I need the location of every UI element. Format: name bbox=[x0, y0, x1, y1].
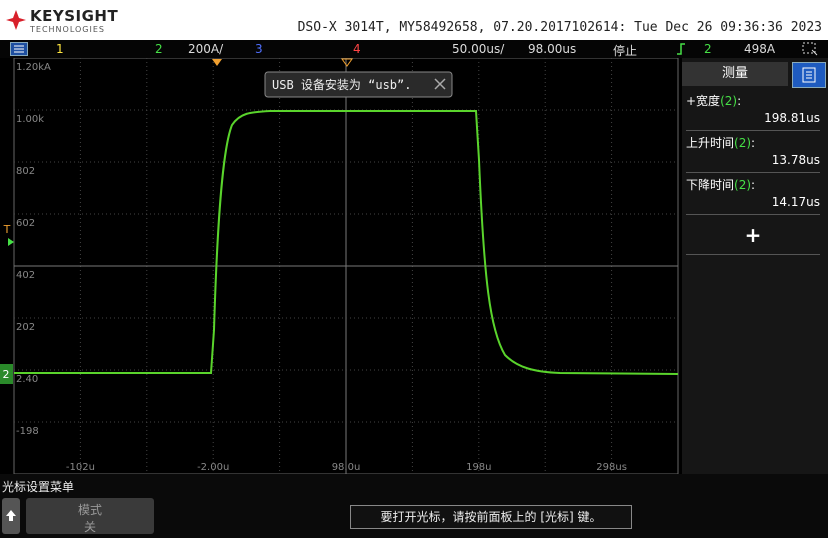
measurement-row: 下降时间(2): 14.17us bbox=[686, 174, 820, 215]
measurement-value: 14.17us bbox=[771, 195, 820, 209]
y-axis-label: 1.20kA bbox=[16, 62, 51, 73]
x-axis-label: -102u bbox=[66, 462, 95, 473]
softkey-bar: 光标设置菜单 模式 关 要打开光标，请按前面板上的 [光标] 键。 bbox=[0, 474, 828, 538]
x-axis-label: -2.00u bbox=[197, 462, 229, 473]
run-state: 停止 bbox=[613, 44, 638, 58]
popup-text: USB 设备安装为 “usb”. bbox=[272, 77, 411, 92]
measurement-value: 198.81us bbox=[764, 111, 820, 125]
measurement-name: 上升时间 bbox=[686, 136, 735, 150]
trigger-level-arrow bbox=[8, 238, 14, 246]
instrument-info: DSO-X 3014T, MY58492658, 07.20.201710261… bbox=[297, 20, 822, 35]
message-text: 要打开光标，请按前面板上的 [光标] 键。 bbox=[380, 510, 602, 524]
measurement-label: 上升时间(2): bbox=[686, 134, 755, 151]
measurement-value: 13.78us bbox=[771, 153, 820, 167]
measurement-suffix: : bbox=[751, 136, 756, 150]
brand-sub: TECHNOLOGIES bbox=[30, 25, 105, 34]
y-axis-label: 602 bbox=[16, 218, 35, 229]
trigger-marker: T bbox=[3, 223, 11, 236]
scope-display: T 2 1.20kA 1.00k 802 602 402 202 2.40 -198 -102u… bbox=[0, 58, 679, 474]
y-axis-label: 1.00k bbox=[16, 114, 44, 125]
ch3[interactable]: 3 bbox=[255, 42, 263, 56]
measurement-row: +宽度(2): 198.81us bbox=[686, 90, 820, 131]
header-bar: KEYSIGHT TECHNOLOGIES DSO-X 3014T, MY584… bbox=[0, 0, 828, 40]
status-bar: 1 2 200A/ 3 4 50.00us/ 98.00us 停止 2 498A bbox=[0, 40, 828, 58]
measurement-label: +宽度(2): bbox=[686, 92, 741, 109]
ch1[interactable]: 1 bbox=[56, 42, 64, 56]
x-axis-label: 98.0u bbox=[332, 462, 361, 473]
panel-tab-icon bbox=[802, 67, 816, 83]
back-icon bbox=[6, 510, 16, 521]
delay: 98.00us bbox=[528, 42, 577, 56]
graticule bbox=[14, 58, 678, 474]
screen-icon[interactable] bbox=[802, 42, 818, 56]
ground-marker[interactable] bbox=[0, 364, 13, 384]
ground-marker-label: 2 bbox=[3, 368, 10, 381]
ch2[interactable]: 2 bbox=[155, 42, 163, 56]
y-axis-label: -198 bbox=[16, 426, 39, 437]
measurement-row: 上升时间(2): 13.78us bbox=[686, 132, 820, 173]
y-axis-label: 802 bbox=[16, 166, 35, 177]
brand: KEYSIGHT bbox=[30, 7, 119, 25]
measurement-channel: (2) bbox=[734, 136, 752, 150]
trigger-source: 2 bbox=[704, 42, 712, 56]
measurement-label: 下降时间(2): bbox=[686, 176, 755, 193]
y-axis-label: 202 bbox=[16, 322, 35, 333]
measurement-name: 下降时间 bbox=[686, 178, 735, 192]
measurement-name: +宽度 bbox=[686, 94, 721, 108]
measurement-suffix: : bbox=[751, 178, 756, 192]
logo-icon bbox=[6, 10, 26, 30]
popup-box bbox=[264, 71, 453, 98]
ch2-scale: 200A/ bbox=[188, 42, 224, 56]
panel-title: 测量 bbox=[721, 66, 748, 81]
message-box: 要打开光标，请按前面板上的 [光标] 键。 bbox=[350, 505, 632, 529]
menu-title: 光标设置菜单 bbox=[2, 480, 75, 494]
add-label: + bbox=[744, 223, 762, 247]
panel-tab[interactable] bbox=[792, 62, 826, 88]
measurement-channel: (2) bbox=[734, 178, 752, 192]
measurement-suffix: : bbox=[737, 94, 742, 108]
trigger-level: 498A bbox=[744, 42, 776, 56]
panel-header: 测量 bbox=[682, 62, 788, 86]
mode-softkey[interactable]: 模式 关 bbox=[26, 498, 154, 534]
measurement-panel: 测量 +宽度(2): 198.81us 上升时间(2): 13.78us 下降时间(2)… bbox=[682, 58, 828, 474]
add-measurement[interactable]: + bbox=[686, 218, 820, 255]
measurement-channel: (2) bbox=[720, 94, 738, 108]
x-axis-label: 298us bbox=[596, 462, 627, 473]
y-axis-label: 402 bbox=[16, 270, 35, 281]
trigger-position-marker bbox=[212, 59, 222, 66]
mode-label: 模式 bbox=[77, 503, 102, 517]
y-axis-label: 2.40 bbox=[16, 374, 38, 385]
popup-close[interactable] bbox=[434, 78, 446, 90]
ch4[interactable]: 4 bbox=[353, 42, 361, 56]
waveform-ch2 bbox=[14, 110, 679, 375]
menu-icon[interactable] bbox=[10, 42, 28, 56]
timebase: 50.00us/ bbox=[452, 42, 505, 56]
x-axis-label: 198u bbox=[466, 462, 491, 473]
back-button[interactable] bbox=[2, 498, 20, 534]
trigger-icon bbox=[677, 43, 685, 55]
mode-value: 关 bbox=[83, 520, 96, 534]
delay-marker bbox=[341, 58, 353, 67]
